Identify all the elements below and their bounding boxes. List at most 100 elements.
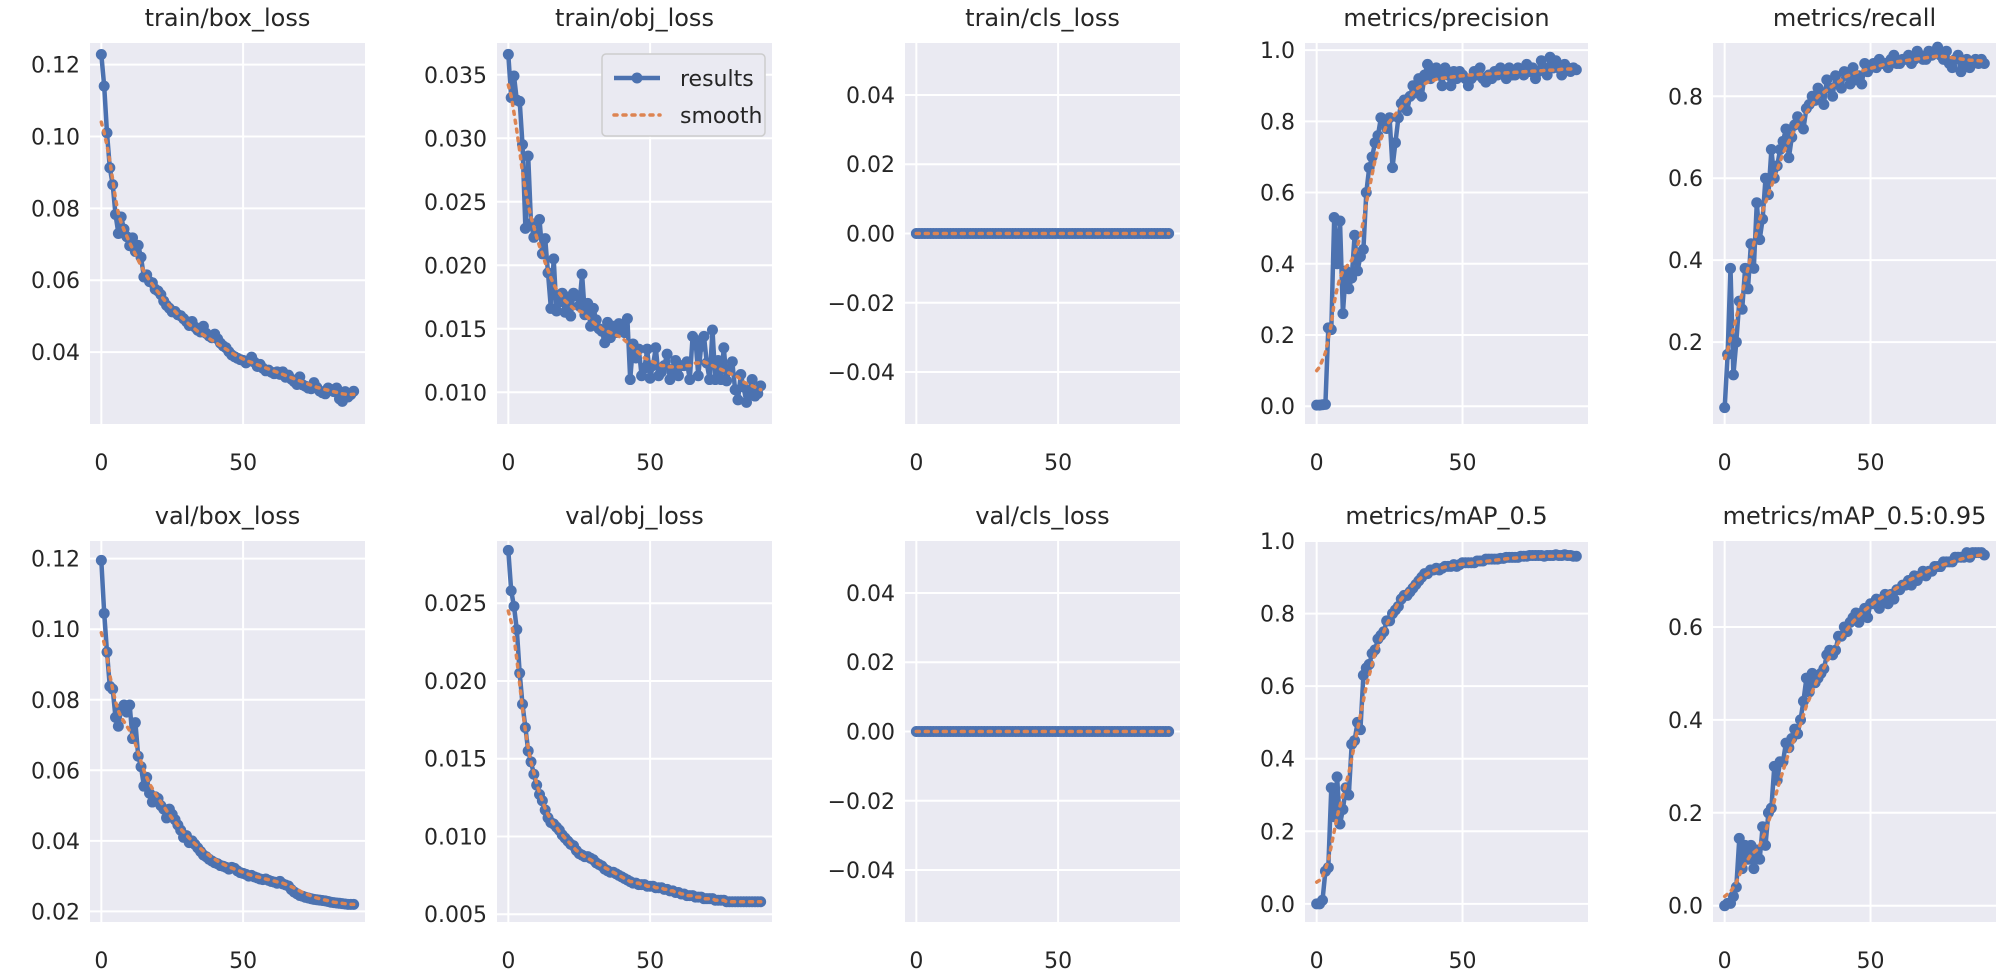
- y-tick-label: 0.8: [1260, 603, 1295, 628]
- y-tick-label: 0.010: [424, 825, 487, 850]
- results-point: [692, 370, 704, 382]
- y-tick-label: 0.12: [31, 548, 80, 573]
- panel-metrics-map-0-5: metrics/mAP_0.5 0 50 0.0 0.2 0.4 0.6 0.8 1.0: [1260, 502, 1588, 971]
- results-point: [644, 372, 656, 384]
- results-point: [726, 356, 738, 368]
- results-point: [539, 233, 551, 245]
- results-point: [1416, 90, 1428, 102]
- results-point: [1797, 695, 1809, 707]
- y-tick-label: 0.0: [1668, 895, 1703, 920]
- y-tick-label: −0.04: [828, 859, 895, 884]
- results-point: [630, 352, 642, 364]
- results-point: [127, 232, 139, 244]
- results-point: [706, 324, 718, 336]
- results-point: [1777, 135, 1789, 147]
- results-point: [1783, 742, 1795, 754]
- y-tick-label: 1.0: [1260, 39, 1295, 64]
- y-tick-label: 0.2: [1668, 331, 1703, 356]
- results-point: [732, 394, 744, 406]
- panel-val-box-loss: val/box_loss 0 50 0.02 0.04 0.06 0.08 0.10 0.12: [31, 502, 365, 971]
- x-tick-label: 50: [636, 451, 664, 476]
- chart-title: train/cls_loss: [965, 4, 1120, 32]
- results-point: [1765, 144, 1777, 156]
- results-point: [1570, 550, 1582, 562]
- y-tick-label: 1.0: [1260, 530, 1295, 555]
- results-point: [1317, 894, 1329, 906]
- y-tick-label: 0.00: [846, 721, 895, 746]
- results-point: [1401, 105, 1413, 117]
- x-tick-label: 0: [1718, 451, 1732, 476]
- y-tick-label: 0.020: [424, 254, 487, 279]
- y-tick-label: 0.08: [31, 689, 80, 714]
- results-point: [1331, 771, 1343, 783]
- x-tick-label: 50: [229, 949, 257, 971]
- y-tick-label: 0.0: [1260, 893, 1295, 918]
- results-point: [1827, 90, 1839, 102]
- plot-area: [1305, 541, 1588, 922]
- y-tick-label: 0.4: [1260, 748, 1295, 773]
- results-point: [505, 585, 517, 597]
- y-tick-label: 0.015: [424, 318, 487, 343]
- results-point: [1337, 308, 1349, 320]
- y-tick-label: 0.04: [846, 84, 895, 109]
- results-point: [619, 327, 631, 339]
- x-tick-label: 0: [94, 451, 108, 476]
- results-point: [514, 95, 526, 107]
- results-point: [548, 253, 560, 265]
- y-tick-label: 0.04: [31, 341, 80, 366]
- results-point: [1818, 98, 1830, 110]
- y-tick-label: 0.025: [424, 592, 487, 617]
- results-point: [124, 699, 136, 711]
- legend-results-marker: [631, 72, 643, 84]
- y-tick-label: −0.02: [828, 292, 895, 317]
- y-tick-label: 0.8: [1260, 110, 1295, 135]
- x-tick-label: 0: [909, 949, 923, 971]
- results-point: [755, 380, 767, 392]
- y-tick-label: 0.02: [846, 651, 895, 676]
- y-tick-label: 0.08: [31, 197, 80, 222]
- y-tick-label: 0.2: [1260, 820, 1295, 845]
- results-point: [1727, 369, 1739, 381]
- legend-smooth-label: smooth: [680, 104, 762, 129]
- results-point: [1474, 62, 1486, 74]
- panel-train-box-loss: train/box_loss 0 50 0.04 0.06 0.08 0.10 0.12: [31, 4, 365, 476]
- results-point: [1873, 602, 1885, 614]
- smooth-line: [1722, 552, 1987, 899]
- results-point: [1387, 162, 1399, 174]
- results-point: [1847, 62, 1859, 74]
- results-point: [1325, 782, 1337, 794]
- results-point: [132, 239, 144, 251]
- results-point: [129, 717, 141, 729]
- x-tick-label: 0: [501, 949, 515, 971]
- x-tick-label: 0: [909, 451, 923, 476]
- panel-val-obj-loss: val/obj_loss 0 50 0.005 0.010 0.015 0.020 0.025: [424, 502, 772, 971]
- results-point: [1751, 197, 1763, 209]
- results-point: [1888, 593, 1900, 605]
- y-tick-label: 0.020: [424, 670, 487, 695]
- results-point: [1357, 244, 1369, 256]
- results-point: [1334, 215, 1346, 227]
- results-point: [95, 49, 107, 61]
- results-point: [729, 384, 741, 396]
- results-point: [576, 268, 588, 280]
- plot-area: [497, 541, 772, 922]
- y-tick-label: 0.04: [31, 830, 80, 855]
- plot-area: [1305, 43, 1588, 424]
- smooth-line: [506, 83, 763, 392]
- results-point: [1349, 229, 1361, 241]
- x-tick-label: 50: [636, 949, 664, 971]
- y-tick-label: −0.02: [828, 790, 895, 815]
- results-point: [698, 330, 710, 342]
- results-point: [718, 342, 730, 354]
- results-point: [98, 607, 110, 619]
- results-point: [1389, 137, 1401, 149]
- results-point: [1797, 123, 1809, 135]
- smooth-line: [506, 609, 763, 904]
- x-tick-label: 50: [1044, 949, 1072, 971]
- results-point: [624, 374, 636, 386]
- results-point: [1319, 398, 1331, 410]
- x-tick-label: 0: [94, 949, 108, 971]
- y-tick-label: 0.4: [1260, 253, 1295, 278]
- results-point: [1730, 336, 1742, 348]
